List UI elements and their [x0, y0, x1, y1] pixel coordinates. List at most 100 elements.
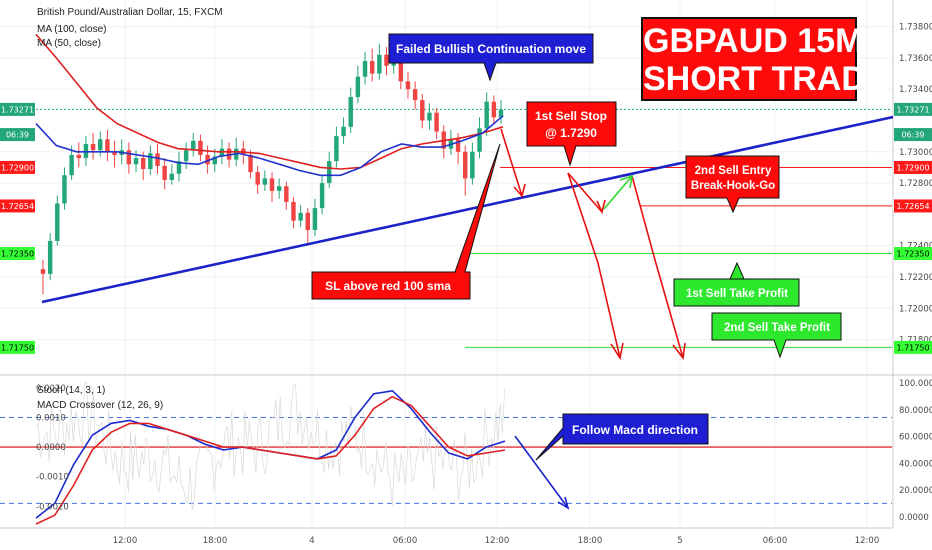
candle-body [162, 165, 167, 180]
macd-callout-text: Follow Macd direction [572, 423, 698, 437]
callout-failed-move[interactable]: Failed Bullish Continuation move [388, 33, 594, 82]
candle-body [198, 140, 203, 155]
price-tag-right-text: 1.72654 [896, 202, 929, 211]
symbol-legend[interactable]: British Pound/Australian Dollar, 15, FXC… [37, 7, 223, 18]
re-entry-arrow [603, 174, 634, 210]
signal-line [35, 395, 506, 525]
price-tick-label: 1.72400 [899, 242, 932, 252]
candle-body [90, 143, 96, 151]
stoch-tick-label: 20.0000 [899, 486, 932, 496]
price-tag-right [894, 160, 932, 174]
price-tag-right [894, 128, 932, 142]
candle-body [105, 139, 110, 152]
candle-body [412, 89, 418, 101]
price-tag-left-text: 1.72350 [1, 250, 34, 259]
candle-body [155, 153, 160, 166]
macd-tick-label: 0.0000 [36, 443, 66, 453]
candle-body [498, 109, 504, 118]
forecast-arrows [500, 128, 686, 361]
price-tag-right-text: 06:39 [901, 131, 924, 140]
ma50-legend[interactable]: MA (50, close) [37, 38, 101, 49]
macd-legend[interactable]: MACD Crossover (12, 26, 9) [37, 400, 163, 411]
candle-body [205, 154, 210, 165]
candle-body [133, 158, 139, 165]
price-tag-left-text: 1.73271 [1, 105, 34, 114]
candle-body [126, 150, 132, 165]
macd-tick-label: -0.0010 [36, 473, 69, 483]
price-tag-left [0, 160, 35, 174]
price-tick-label: 1.72200 [899, 273, 932, 283]
candle-body [369, 61, 375, 74]
time-tick-label: 12:00 [855, 536, 880, 546]
candle-body [491, 101, 497, 118]
stoch-noise [35, 380, 505, 510]
candle-body [405, 81, 411, 90]
candle-body [291, 201, 296, 221]
price-tags: 1.73271 1.73271 06:39 06:39 1.72900 1.72900 1.… [0, 102, 932, 354]
callout-sell-stop[interactable]: 1st Sell Stop @ 1.7290 [526, 101, 617, 167]
price-tick-label: 1.72000 [899, 304, 932, 314]
time-axis[interactable]: 12:00 18:00 4 06:00 12:00 18:00 5 06:00 12:00 [113, 536, 880, 546]
candle-body [398, 61, 404, 82]
candle-body [477, 128, 482, 152]
macd-tick-label: 0.0010 [36, 413, 66, 423]
time-tick-label: 18:00 [578, 536, 603, 546]
price-tag-left [0, 102, 35, 116]
second-entry-line2: Break-Hook-Go [691, 180, 775, 192]
candle-body [191, 140, 196, 151]
stoch-axis: 100.0000 80.0000 60.0000 40.0000 20.0000 0.00… [899, 379, 932, 523]
sell-stop-line1: 1st Sell Stop [535, 109, 607, 123]
macd-lines [35, 389, 506, 525]
candle-body [484, 101, 489, 129]
price-tick-label: 1.73800 [899, 23, 932, 33]
candle-body [434, 112, 439, 132]
callout-macd[interactable]: Follow Macd direction [535, 413, 709, 461]
price-tick-label: 1.72800 [899, 179, 932, 189]
stoch-tick-label: 40.0000 [899, 459, 932, 469]
candle-body [140, 158, 146, 170]
callout-failed-text: Failed Bullish Continuation move [396, 42, 586, 56]
banner-line2: SHORT TRADE [643, 60, 889, 98]
macd-axis: 0.0020 0.0010 0.0000 -0.0010 -0.0020 [36, 384, 69, 512]
candle-body [362, 61, 368, 77]
candle-body [334, 136, 339, 162]
price-tag-right-text: 1.73271 [896, 105, 929, 114]
candle-body [255, 172, 260, 185]
time-tick-label: 4 [309, 536, 314, 546]
oscillator-grid [0, 376, 892, 527]
second-entry-line1: 2nd Sell Entry [695, 165, 772, 177]
price-tick-label: 1.73400 [899, 85, 932, 95]
stop-loss-text: SL above red 100 sma [325, 279, 451, 293]
price-tag-left [0, 128, 35, 142]
level-lines [0, 108, 892, 348]
callout-take-profit-2[interactable]: 2nd Sell Take Profit [711, 312, 842, 359]
candle-body [455, 139, 461, 152]
moving-averages [35, 33, 504, 177]
ma100-line [35, 33, 504, 170]
price-tag-right-text: 1.72350 [896, 250, 929, 259]
sell-stop-line2: @ 1.7290 [545, 126, 597, 140]
stoch-legend[interactable]: Stoch (14, 3, 1) [37, 385, 105, 396]
price-axis[interactable]: 1.73800 1.73600 1.73400 1.73000 1.72800 1.724… [899, 23, 932, 346]
price-tag-left-text: 1.71750 [1, 343, 34, 352]
callout-stop-loss[interactable]: SL above red 100 sma [311, 143, 501, 300]
price-tick-label: 1.73000 [899, 148, 932, 158]
callout-second-entry[interactable]: 2nd Sell Entry Break-Hook-Go [685, 155, 780, 214]
time-tick-label: 5 [677, 536, 682, 546]
macd-tick-label: 0.0020 [36, 384, 66, 394]
candle-body [47, 240, 53, 274]
ma100-legend[interactable]: MA (100, close) [37, 24, 106, 35]
price-tag-left-text: 1.72900 [1, 163, 34, 172]
candle-body [427, 112, 432, 121]
candle-body [276, 186, 282, 191]
price-tag-right [894, 199, 932, 213]
callout-take-profit-1[interactable]: 1st Sell Take Profit [673, 261, 800, 307]
trendline[interactable] [41, 115, 894, 304]
candle-body [377, 54, 382, 74]
candle-body [269, 178, 275, 191]
candle-body [384, 54, 389, 66]
price-tag-left [0, 247, 35, 261]
price-tag-left-text: 06:39 [6, 131, 29, 140]
stoch-tick-label: 60.0000 [899, 433, 932, 443]
candle-body [76, 154, 81, 159]
